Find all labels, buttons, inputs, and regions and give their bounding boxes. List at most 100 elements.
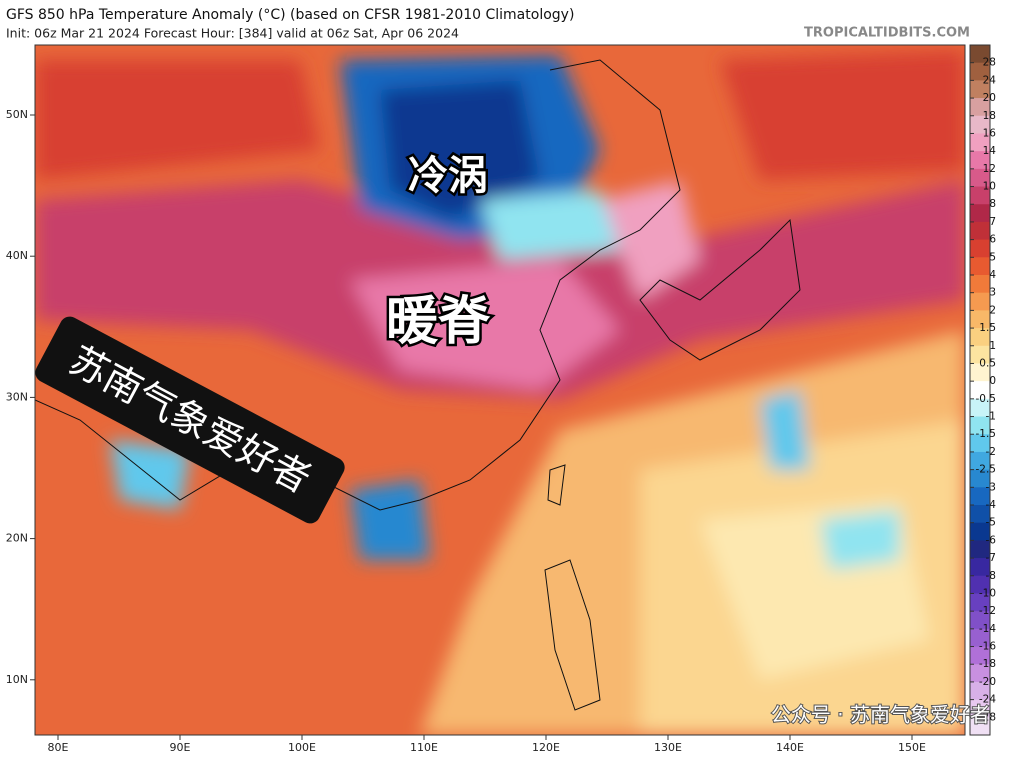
colorbar-swatch (970, 133, 990, 152)
colorbar-swatch (970, 239, 990, 258)
colorbar-label: 14 (983, 145, 997, 157)
subtitle: Init: 06z Mar 21 2024 Forecast Hour: [38… (6, 26, 459, 41)
colorbar-swatch (970, 593, 990, 612)
colorbar-swatch (970, 381, 990, 400)
colorbar-swatch (970, 310, 990, 329)
colorbar-swatch (970, 186, 990, 205)
colorbar-label: 4 (989, 269, 996, 281)
lon-label: 120E (532, 741, 560, 754)
colorbar-swatch (970, 398, 990, 418)
lat-label: 10N (6, 673, 28, 686)
colorbar-swatch (970, 505, 990, 524)
colorbar-label: 0 (989, 375, 996, 387)
colorbar-label: 1 (989, 340, 996, 352)
lon-label: 140E (776, 741, 804, 754)
lon-label: 90E (170, 741, 191, 754)
colorbar-swatch (970, 664, 990, 683)
colorbar-swatch (970, 204, 990, 223)
colorbar-label: 18 (983, 110, 996, 122)
colorbar-swatch (970, 275, 990, 294)
colorbar-swatch (970, 363, 990, 382)
colorbar-swatch (970, 221, 990, 241)
colorbar-label: -16 (979, 641, 996, 653)
lon-label: 130E (654, 741, 682, 754)
colorbar-label: -0.5 (976, 393, 997, 405)
colorbar-label: -2.5 (976, 464, 997, 476)
colorbar-label: -20 (979, 676, 996, 688)
colorbar-swatch (970, 522, 990, 541)
lon-label: 110E (410, 741, 438, 754)
colorbar-swatch (970, 98, 990, 117)
colorbar-swatch (970, 151, 990, 170)
lat-label: 20N (6, 532, 28, 545)
colorbar-label: 7 (989, 216, 996, 228)
lon-label: 80E (48, 741, 69, 754)
map-frame (34, 44, 966, 736)
colorbar-swatch (970, 45, 990, 64)
colorbar-label: 3 (989, 287, 996, 299)
lon-label: 100E (288, 741, 316, 754)
colorbar-label: 5 (989, 251, 996, 263)
colorbar-label: 1.5 (979, 322, 996, 334)
colorbar-label: -8 (986, 570, 996, 582)
colorbar-label: -1.5 (976, 428, 997, 440)
colorbar-label: -1 (986, 411, 996, 423)
colorbar-label: -18 (979, 658, 996, 670)
lat-label: 40N (6, 249, 28, 262)
banner-bg (35, 316, 345, 524)
colorbar-swatch (970, 628, 990, 648)
colorbar-swatch (970, 681, 990, 701)
colorbar-swatch (970, 80, 990, 99)
colorbar-label: 24 (983, 74, 997, 86)
colorbar-label: -6 (986, 534, 997, 546)
colorbar-swatch (970, 434, 990, 453)
colorbar-swatch (970, 451, 990, 471)
colorbar-swatch (970, 575, 990, 594)
colorbar-label: -3 (986, 481, 996, 493)
colorbar-swatch (970, 469, 990, 488)
warm-ridge-label: 暖脊 (386, 292, 491, 352)
lat-axis: 50N 40N 30N 20N 10N (6, 108, 35, 686)
colorbar-swatch (970, 292, 990, 311)
colorbar-label: -4 (986, 499, 997, 511)
colorbar-swatch (970, 646, 990, 665)
colorbar-label: 20 (983, 92, 996, 104)
colorbar-label: 28 (983, 57, 996, 69)
colorbar-label: -10 (979, 587, 996, 599)
colorbar-swatch (970, 345, 990, 364)
colorbar-label: 12 (983, 163, 996, 175)
lat-label: 50N (6, 108, 28, 121)
colorbar-swatch (970, 257, 990, 276)
map-field (35, 45, 965, 735)
colorbar-label: -7 (986, 552, 996, 564)
colorbar-swatch (970, 487, 990, 506)
lon-label: 150E (898, 741, 926, 754)
colorbar-swatch (970, 328, 990, 347)
colorbar-label: 2 (989, 304, 996, 316)
colorbar-label: 16 (983, 127, 997, 139)
colorbar-label: 8 (989, 198, 996, 210)
lon-axis: 80E 90E 100E 110E 120E 130E 140E 150E (48, 735, 926, 754)
colorbar-label: -2 (986, 446, 996, 458)
colorbar-label: -24 (979, 694, 996, 706)
colorbar-label: -14 (979, 623, 996, 635)
title: GFS 850 hPa Temperature Anomaly (°C) (ba… (6, 7, 574, 23)
colorbar-swatch (970, 611, 990, 630)
colorbar-swatch (970, 62, 990, 81)
colorbar-swatch (970, 699, 990, 718)
colorbar-swatch (970, 168, 990, 188)
colorbar-frame (969, 44, 991, 736)
colorbar-swatch (970, 558, 990, 577)
colorbar-label: -5 (986, 517, 996, 529)
watermark: 公众号 · 苏南气象爱好者 (771, 703, 990, 727)
colorbar-label: 6 (989, 234, 996, 246)
colorbar-label: 0.5 (979, 357, 996, 369)
colorbar-label: 10 (983, 181, 996, 193)
colorbar: 28 24 20 18 16 14 12 10 8 7 6 5 4 3 2 1.5 1 0.5 0 -0.5 -1 -1.… (969, 44, 997, 736)
cold-vortex-label: 冷涡 (408, 153, 488, 199)
credit: TROPICALTIDBITS.COM (804, 26, 970, 41)
lat-label: 30N (6, 390, 28, 403)
colorbar-label: -28 (979, 711, 996, 723)
colorbar-swatch (970, 115, 990, 134)
